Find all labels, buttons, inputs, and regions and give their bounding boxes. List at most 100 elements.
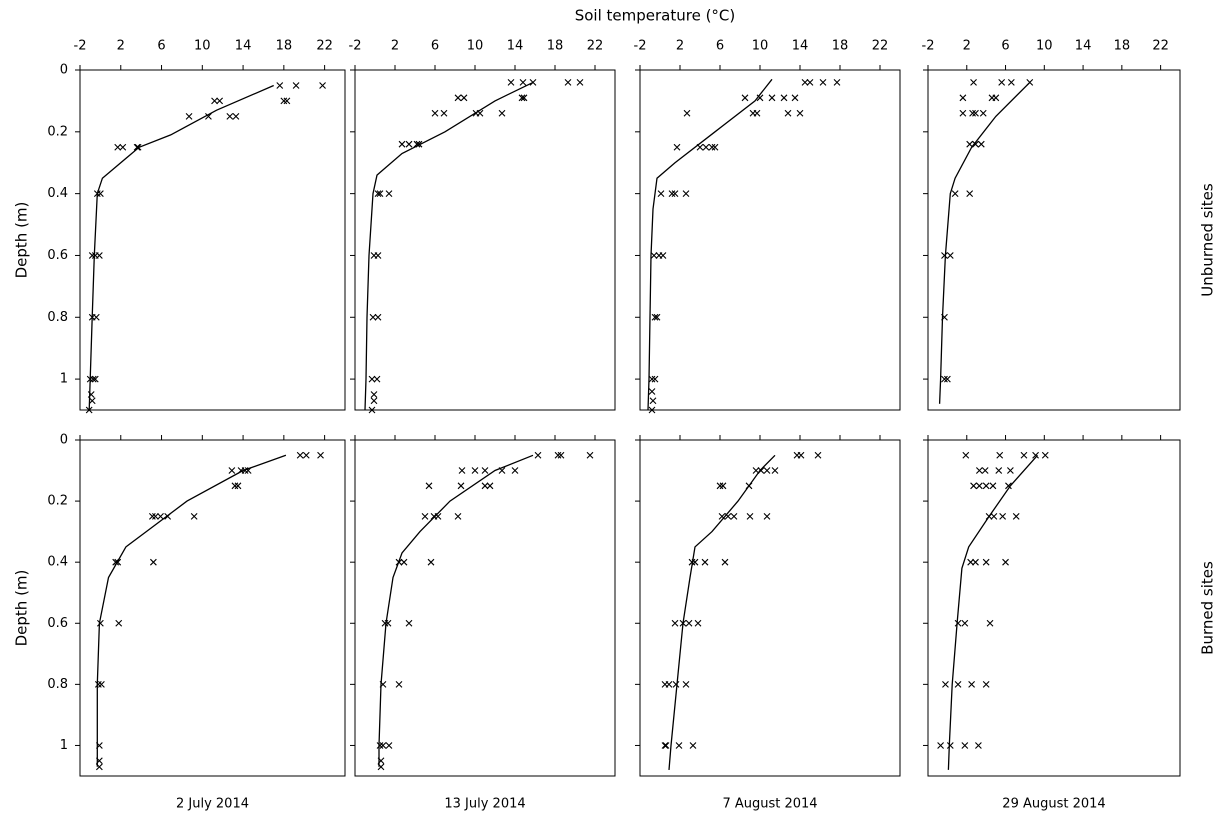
x-tick-label: 6 [1001,39,1009,54]
cross-marker [586,451,594,459]
cross-marker [979,109,987,117]
cross-marker [232,112,240,120]
cross-marker [986,619,994,627]
cross-marker [946,742,954,749]
cross-marker [92,313,100,321]
cross-marker [708,143,716,151]
cross-marker [746,512,754,520]
cross-marker [689,742,697,749]
cross-marker [471,467,479,474]
cross-marker [683,109,691,117]
cross-marker [961,742,969,749]
x-tick-label: 10 [194,39,211,54]
cross-marker [982,558,990,566]
cross-marker [133,143,141,151]
cross-marker [763,467,771,474]
cross-marker [454,94,462,102]
cross-marker [668,190,676,198]
y-tick-label: 0.8 [47,677,68,692]
cross-marker [791,94,799,102]
y-tick-label: 0.2 [47,124,68,139]
cross-marker [376,742,384,749]
cross-marker [457,482,465,490]
cross-marker [982,680,990,688]
cross-marker [671,190,679,198]
cross-marker [374,313,382,321]
cross-marker [942,680,949,688]
cross-marker [661,742,669,749]
cross-marker [959,94,967,102]
y-tick-label: 0.8 [47,310,68,325]
x-tick-label: 2 [963,39,971,54]
cross-marker [982,482,990,490]
cross-marker [711,143,719,151]
cross-marker [998,78,1006,86]
cross-marker [756,94,764,102]
cross-marker [486,482,494,490]
cross-marker [374,252,382,259]
cross-marker [373,375,381,383]
panel-date: 7 August 2014 [722,797,817,812]
cross-marker [992,94,1000,102]
cross-marker [379,742,387,749]
cross-marker [554,451,562,459]
y-tick-label: 0.2 [47,494,68,509]
cross-marker [671,619,679,627]
cross-marker [959,109,967,117]
y-axis-title: Depth (m) [13,202,31,279]
cross-marker [381,619,389,627]
cross-marker [659,252,667,259]
cross-marker [205,112,212,120]
cross-marker [1041,451,1049,459]
cross-marker [292,82,300,89]
fit-line [668,454,776,770]
plot-frame [927,69,1181,411]
cross-marker [576,78,584,86]
y-tick-label: 1 [60,372,68,387]
cross-marker [995,467,1003,474]
cross-marker [937,742,944,749]
cross-marker [405,619,413,627]
cross-marker [276,82,284,89]
cross-marker [226,112,234,120]
plot-frame [79,439,346,777]
fit-line [96,454,287,767]
cross-marker [398,140,406,148]
cross-marker [721,558,729,566]
cross-marker [94,680,102,688]
x-tick-label: -2 [922,39,935,54]
y-tick-label: 0 [60,63,68,78]
row-label: Burned sites [1199,561,1217,655]
cross-marker [190,512,198,520]
cross-marker [440,109,448,117]
y-tick-label: 0.6 [47,616,68,631]
cross-marker [797,451,805,459]
x-tick-label: 6 [157,39,165,54]
cross-marker [954,680,962,688]
cross-marker [95,252,103,259]
cross-marker [741,94,749,102]
cross-marker [114,143,122,151]
cross-marker [370,391,378,398]
cross-marker [149,558,157,566]
cross-marker [421,512,429,520]
cross-marker [368,375,376,383]
cross-marker [962,451,970,459]
cross-marker [405,140,413,148]
cross-marker [730,512,738,520]
cross-marker [724,512,732,520]
cross-marker [319,82,326,89]
y-tick-label: 0.4 [47,186,68,201]
cross-marker [368,406,376,414]
fit-line [364,81,534,411]
fit-line [647,78,773,411]
cross-marker [283,97,291,105]
cross-marker [966,190,974,198]
cross-marker [481,482,489,490]
cross-marker [529,78,537,86]
y-tick-label: 0.4 [47,555,68,570]
cross-marker [119,143,127,151]
cross-marker [85,406,93,414]
cross-marker [413,140,421,148]
